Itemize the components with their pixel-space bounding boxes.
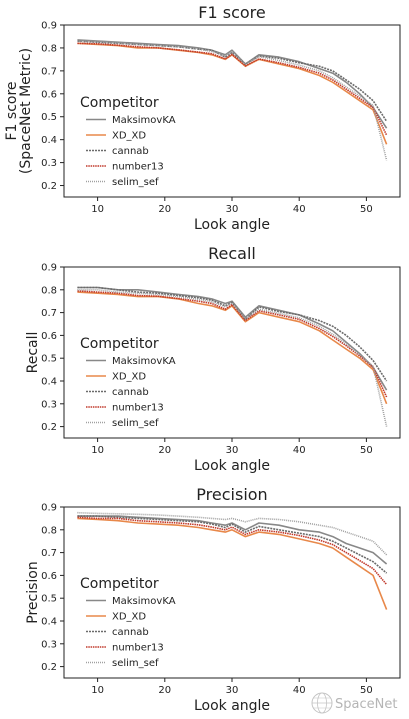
legend-item-label: selim_sef (112, 177, 159, 188)
y-axis-label: Recall (25, 332, 41, 374)
x-tick-label: 20 (158, 685, 171, 696)
legend-item-label: cannab (112, 146, 149, 157)
y-tick-label: 0.7 (41, 548, 57, 559)
legend-item-label: MaksimovKA (112, 596, 176, 607)
y-axis-label: F1 score (4, 81, 20, 140)
x-axis-label: Look angle (194, 458, 270, 474)
x-tick-label: 50 (360, 204, 373, 215)
x-tick-label: 10 (91, 685, 104, 696)
legend-item-label: number13 (112, 643, 164, 654)
y-tick-label: 0.8 (41, 43, 57, 54)
y-tick-label: 0.7 (41, 66, 57, 77)
series-line-selim-sef (77, 511, 388, 556)
series-line-maksimovka (77, 515, 388, 565)
series-line-number13 (77, 516, 388, 586)
chart-title: Precision (196, 485, 267, 504)
x-tick-label: 20 (158, 445, 171, 456)
series-line-number13 (77, 290, 388, 398)
legend-item-label: selim_sef (112, 418, 159, 429)
series-line-cannab (77, 286, 388, 382)
y-tick-label: 0.5 (41, 354, 57, 365)
y-tick-label: 0.4 (41, 135, 57, 146)
chart-panel-1: F1 score 10 20 30 40 50 0.2 0.3 0.4 0.5 0.6 0.7 0.8 0… (4, 3, 401, 233)
legend-item-label: cannab (112, 387, 149, 398)
x-axis-label: Look angle (194, 217, 270, 233)
y-axis-label: Precision (25, 561, 41, 623)
legend-item-label: MaksimovKA (112, 356, 176, 367)
series-line-xd-xd (77, 42, 388, 145)
legend-item-label: selim_sef (112, 658, 159, 669)
y-tick-label: 0.8 (41, 285, 57, 296)
chart-title: Recall (208, 244, 256, 263)
y-tick-label: 0.6 (41, 571, 57, 582)
x-tick-label: 30 (226, 204, 239, 215)
series-line-selim-sef (77, 40, 388, 161)
y-tick-label: 0.2 (41, 662, 57, 673)
y-tick-label: 0.3 (41, 639, 57, 650)
legend-item-label: XD_XD (112, 131, 146, 142)
x-tick-label: 10 (91, 204, 104, 215)
legend-item-label: number13 (112, 162, 164, 173)
series-line-xd-xd (77, 517, 388, 610)
y-tick-label: 0.6 (41, 331, 57, 342)
x-tick-label: 30 (226, 445, 239, 456)
x-axis-label: Look angle (194, 698, 270, 714)
y-tick-label: 0.4 (41, 377, 57, 388)
y-tick-label: 0.7 (41, 308, 57, 319)
y-tick-label: 0.5 (41, 112, 57, 123)
series-line-number13 (77, 42, 388, 136)
y-tick-label: 0.6 (41, 89, 57, 100)
watermark-text: SpaceNet (335, 697, 397, 712)
legend-item-label: MaksimovKA (112, 115, 176, 126)
series-line-selim-sef (77, 288, 388, 427)
y-tick-label: 0.8 (41, 525, 57, 536)
x-tick-label: 50 (360, 685, 373, 696)
y-tick-label: 0.2 (41, 422, 57, 433)
legend-item-label: cannab (112, 627, 149, 638)
y-tick-label: 0.4 (41, 617, 57, 628)
x-tick-label: 10 (91, 445, 104, 456)
y-tick-label: 0.9 (41, 503, 57, 514)
y-tick-label: 0.3 (41, 399, 57, 410)
legend-title: Competitor (80, 576, 159, 592)
chart-panel-2: Recall 10 20 30 40 50 0.2 0.3 0.4 0.5 0.6 0.7 0.8 0.9… (25, 244, 401, 474)
x-tick-label: 40 (293, 204, 306, 215)
chart-panel-3: Precision 10 20 30 40 50 0.2 0.3 0.4 0.5 0.6 0.7 0.8… (25, 485, 401, 714)
y-tick-label: 0.9 (41, 263, 57, 274)
legend-title: Competitor (80, 336, 159, 352)
y-tick-label: 0.9 (41, 21, 57, 32)
series-line-cannab (77, 515, 388, 574)
legend-item-label: number13 (112, 403, 164, 414)
y-axis-label: (SpaceNet Metric) (18, 48, 34, 174)
legend-item-label: XD_XD (112, 372, 146, 383)
x-tick-label: 20 (158, 204, 171, 215)
y-tick-label: 0.5 (41, 594, 57, 605)
legend-title: Competitor (80, 95, 159, 111)
series-line-maksimovka (77, 286, 388, 391)
x-tick-label: 50 (360, 445, 373, 456)
x-tick-label: 40 (293, 685, 306, 696)
x-tick-label: 40 (293, 445, 306, 456)
chart-title: F1 score (198, 3, 265, 22)
x-tick-label: 30 (226, 685, 239, 696)
legend-item-label: XD_XD (112, 612, 146, 623)
y-tick-label: 0.2 (41, 181, 57, 192)
y-tick-label: 0.3 (41, 158, 57, 169)
watermark: SpaceNet (311, 692, 397, 714)
